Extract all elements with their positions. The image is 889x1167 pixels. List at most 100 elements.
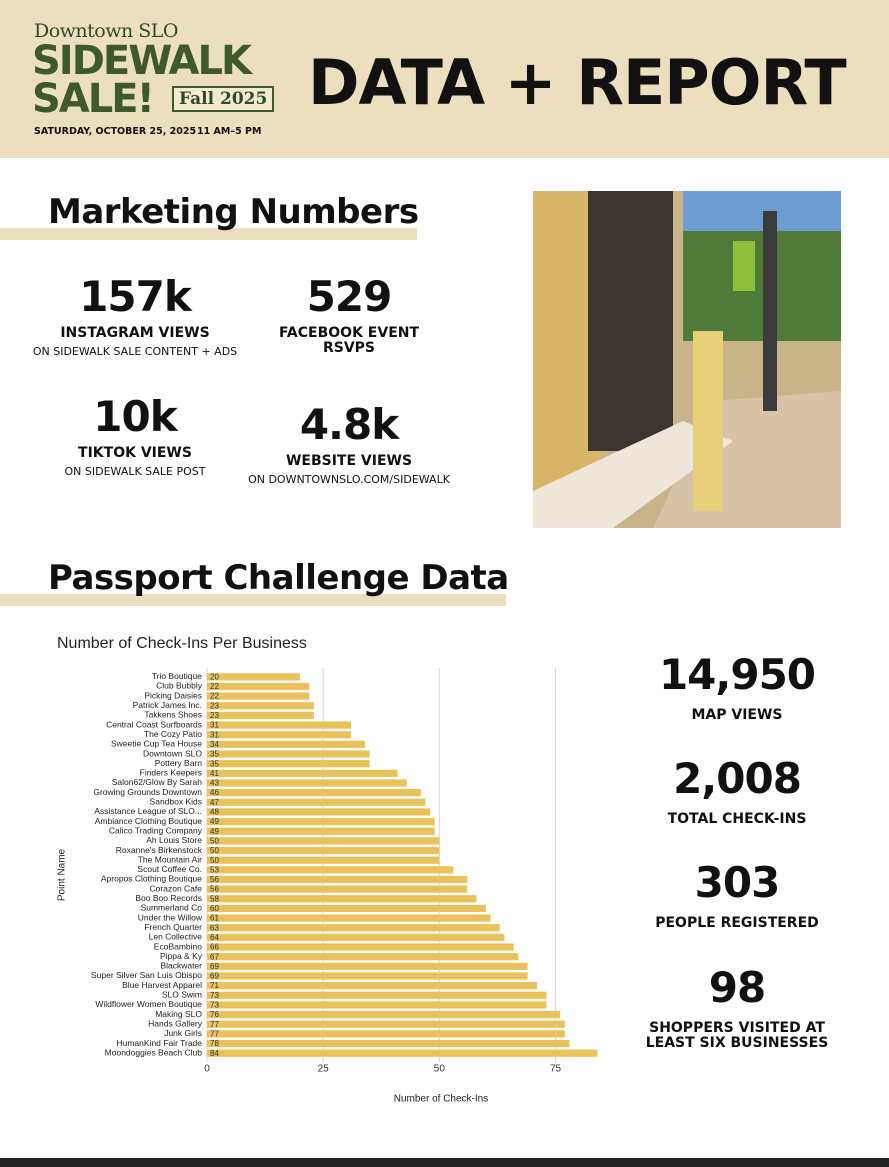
y-tick-label: Apropos Clothing Boutique [101, 874, 202, 884]
y-tick-label: Assistance League of SLO... [94, 806, 202, 816]
value-label: 41 [210, 769, 219, 778]
value-label: 22 [210, 692, 219, 701]
bar [207, 760, 370, 768]
y-tick-label: Super Silver San Luis Obispo [91, 970, 202, 980]
bar [207, 982, 537, 990]
section-heading: Passport Challenge Data [48, 558, 509, 598]
value-label: 58 [210, 894, 219, 903]
stat-label: SHOPPERS VISITED AT LEAST SIX BUSINESSES [645, 1020, 829, 1051]
y-tick-label: Blackwater [160, 961, 202, 971]
y-tick-label: Club Bubbly [156, 681, 203, 691]
bar [207, 692, 310, 700]
bar [207, 953, 519, 961]
bar [207, 914, 491, 922]
bar [207, 943, 514, 951]
y-axis-title: Point Name [57, 848, 68, 901]
y-tick-label: Sweetie Cup Tea House [111, 739, 202, 749]
y-tick-label: Pottery Barn [155, 758, 203, 768]
y-tick-label: Sandbox Kids [150, 797, 202, 807]
heading-underline [0, 594, 506, 606]
value-label: 23 [210, 711, 219, 720]
footer-bar [0, 1158, 889, 1167]
y-tick-label: Summerland Co [141, 903, 203, 913]
stat-value: 303 [694, 858, 781, 907]
bar [207, 962, 528, 970]
y-tick-label: The Cozy Patio [144, 729, 202, 739]
value-label: 73 [210, 1001, 219, 1010]
bar [207, 682, 310, 691]
value-label: 60 [210, 904, 219, 913]
stat-sub: ON SIDEWALK SALE POST [64, 465, 206, 478]
value-label: 56 [210, 875, 219, 884]
stat-label: MAP VIEWS [691, 707, 783, 723]
bar [207, 933, 505, 941]
value-label: 23 [210, 701, 219, 710]
value-label: 31 [210, 721, 219, 730]
value-label: 50 [210, 856, 219, 865]
bar [207, 875, 468, 884]
y-tick-label: Under the Willow [138, 912, 203, 922]
value-label: 53 [210, 865, 219, 874]
chart-title: Number of Check-Ins Per Business [57, 635, 307, 652]
bar [207, 972, 528, 980]
value-label: 50 [210, 846, 219, 855]
stat-value: 10k [93, 392, 177, 441]
section-heading: Marketing Numbers [48, 192, 419, 232]
bar [207, 856, 440, 864]
bar [207, 789, 421, 797]
page-title: DATA + REPORT [308, 46, 847, 119]
value-label: 46 [210, 788, 219, 797]
y-tick-label: Pippa & Ky [160, 951, 203, 961]
x-tick-label: 0 [204, 1064, 210, 1075]
x-tick-label: 75 [550, 1064, 562, 1075]
stat-label: INSTAGRAM VIEWS [60, 325, 210, 341]
bar [207, 1030, 565, 1038]
value-label: 35 [210, 750, 219, 759]
bar [207, 817, 435, 826]
value-label: 63 [210, 923, 219, 932]
chart: Number of Check-Ins Per Business Number … [57, 635, 598, 1105]
y-tick-label: Calico Trading Company [109, 825, 203, 835]
y-tick-label: Junk Girls [164, 1028, 202, 1038]
heading-underline [0, 228, 417, 240]
value-label: 35 [210, 759, 219, 768]
bar [207, 866, 454, 874]
bar [207, 769, 398, 777]
y-tick-label: EcoBambino [154, 941, 202, 951]
y-tick-label: Wildflower Women Boutique [95, 999, 202, 1009]
stat-label: FACEBOOK EVENT RSVPS [278, 325, 420, 356]
value-label: 31 [210, 730, 219, 739]
y-tick-label: SLO Swim [162, 990, 202, 1000]
y-tick-label: Boo Boo Records [135, 893, 202, 903]
stat-value: 529 [306, 272, 393, 321]
y-tick-label: French Quarter [144, 922, 202, 932]
y-tick-label: Ambiance Clothing Boutique [95, 816, 203, 826]
y-tick-label: Making SLO [155, 1009, 202, 1019]
bar [207, 740, 365, 748]
stat-value: 2,008 [673, 754, 802, 803]
season-badge: Fall 2025 [172, 86, 275, 112]
event-hours: 11 AM–5 PM [197, 126, 262, 137]
bar [207, 1039, 570, 1048]
x-tick-label: 50 [434, 1064, 446, 1075]
value-label: 49 [210, 827, 219, 836]
value-label: 77 [210, 1029, 219, 1038]
y-tick-label: The Mountain Air [138, 854, 202, 864]
bar [207, 750, 370, 758]
stat-sub: ON DOWNTOWNSLO.COM/SIDEWALK [248, 473, 450, 486]
stat-value: 157k [79, 272, 192, 321]
bar [207, 702, 314, 710]
stat-label: PEOPLE REGISTERED [655, 915, 819, 931]
value-label: 76 [210, 1010, 219, 1019]
bar [207, 924, 500, 932]
value-label: 48 [210, 808, 219, 817]
value-label: 34 [210, 740, 219, 749]
y-tick-label: Central Coast Surfboards [106, 719, 202, 729]
stat-sub: ON SIDEWALK SALE CONTENT + ADS [32, 345, 238, 358]
value-label: 69 [210, 972, 219, 981]
stat-label: TIKTOK VIEWS [78, 445, 192, 461]
value-label: 22 [210, 682, 219, 691]
y-tick-label: Len Collective [149, 932, 203, 942]
event-date: SATURDAY, OCTOBER 25, 2025 [34, 126, 197, 137]
